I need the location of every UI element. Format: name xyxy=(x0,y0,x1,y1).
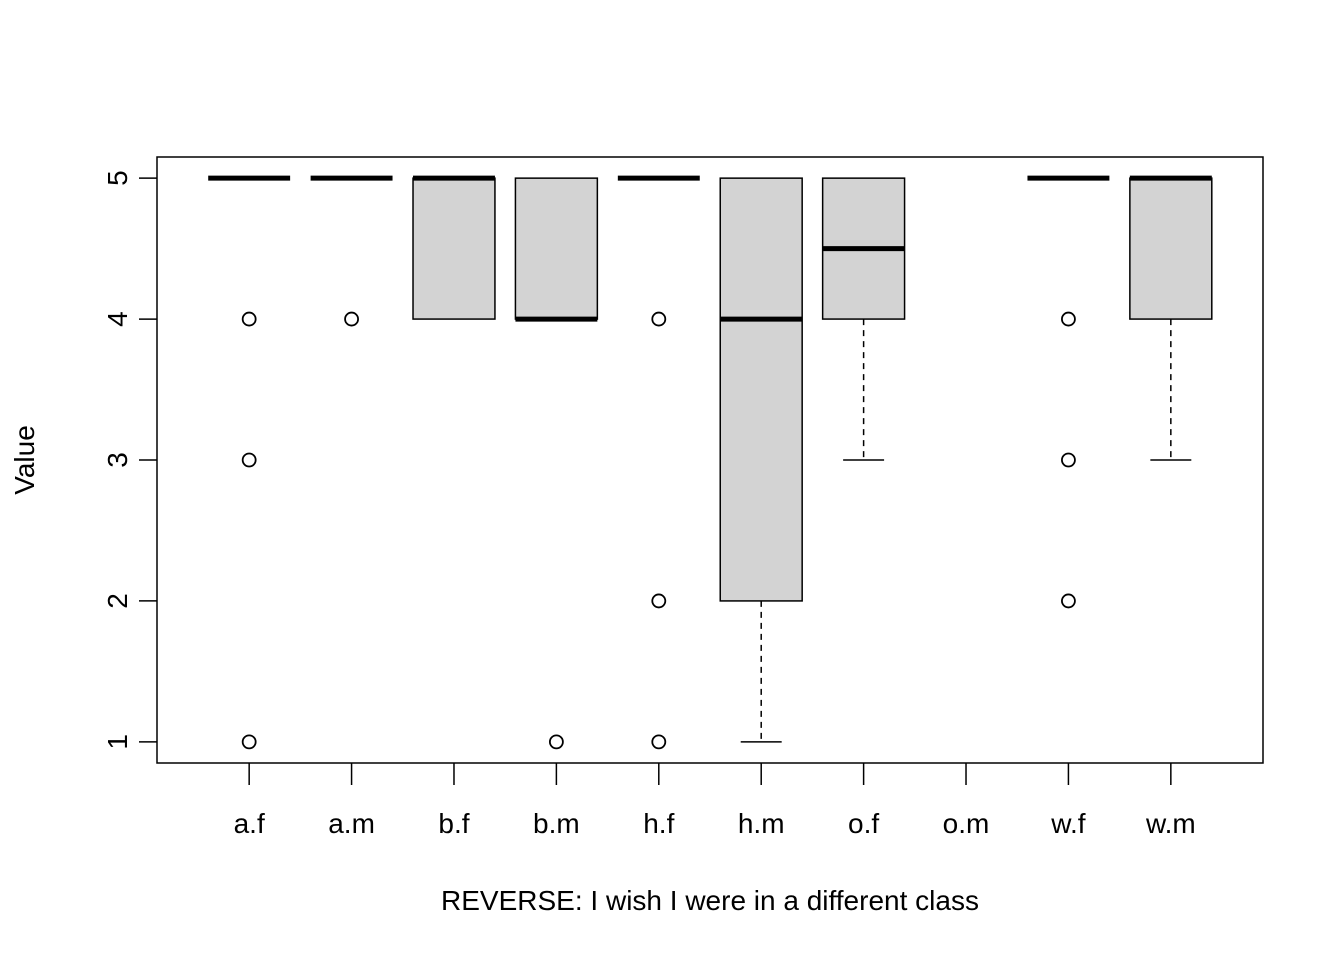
box-body xyxy=(719,177,803,602)
outlier-point xyxy=(241,734,257,750)
x-tick-label: h.m xyxy=(738,808,785,839)
box-group-a-f xyxy=(208,175,291,750)
x-tick-label: w.m xyxy=(1145,808,1196,839)
y-tick-label: 1 xyxy=(102,734,133,750)
box-body xyxy=(514,177,599,320)
y-axis: 1 2 3 4 5 xyxy=(102,170,157,750)
y-axis-title: Value xyxy=(9,425,40,495)
box-group-b-f xyxy=(412,175,496,320)
x-tick-label: w.f xyxy=(1050,808,1085,839)
x-tick-label: h.f xyxy=(643,808,674,839)
box-group-w-m xyxy=(1129,175,1213,461)
x-tick-label: b.f xyxy=(438,808,469,839)
outlier-point xyxy=(241,452,257,468)
y-tick-label: 2 xyxy=(102,593,133,609)
x-tick-label: a.f xyxy=(234,808,265,839)
outlier-point xyxy=(344,311,359,327)
x-axis: a.f a.m b.f b.m h.f h.m o.f o.m w.f w.m xyxy=(234,763,1196,839)
x-axis-title: REVERSE: I wish I were in a different cl… xyxy=(441,885,979,916)
x-tick-label: o.m xyxy=(943,808,990,839)
boxes-layer xyxy=(208,175,1213,750)
outlier-point xyxy=(548,734,564,750)
outlier-point xyxy=(651,734,667,750)
box-body xyxy=(412,177,496,320)
box-group-a-m xyxy=(310,175,393,327)
y-tick-label: 5 xyxy=(102,170,133,186)
box-group-w-f xyxy=(1027,175,1110,609)
box-group-h-f xyxy=(617,175,700,750)
outlier-point xyxy=(651,311,667,327)
outlier-point xyxy=(1061,311,1076,327)
outlier-point xyxy=(1061,593,1076,609)
box-group-o-f xyxy=(821,177,906,461)
x-tick-label: o.f xyxy=(848,808,879,839)
x-tick-label: b.m xyxy=(533,808,580,839)
y-tick-label: 4 xyxy=(102,311,133,327)
outlier-point xyxy=(1061,452,1076,468)
box-body xyxy=(1129,177,1213,320)
x-tick-label: a.m xyxy=(328,808,375,839)
plot-frame xyxy=(156,156,1264,764)
outlier-point xyxy=(651,593,667,609)
y-tick-label: 3 xyxy=(102,452,133,468)
outlier-point xyxy=(241,311,257,327)
box-group-h-m xyxy=(719,177,803,743)
box-group-b-m xyxy=(514,177,599,750)
